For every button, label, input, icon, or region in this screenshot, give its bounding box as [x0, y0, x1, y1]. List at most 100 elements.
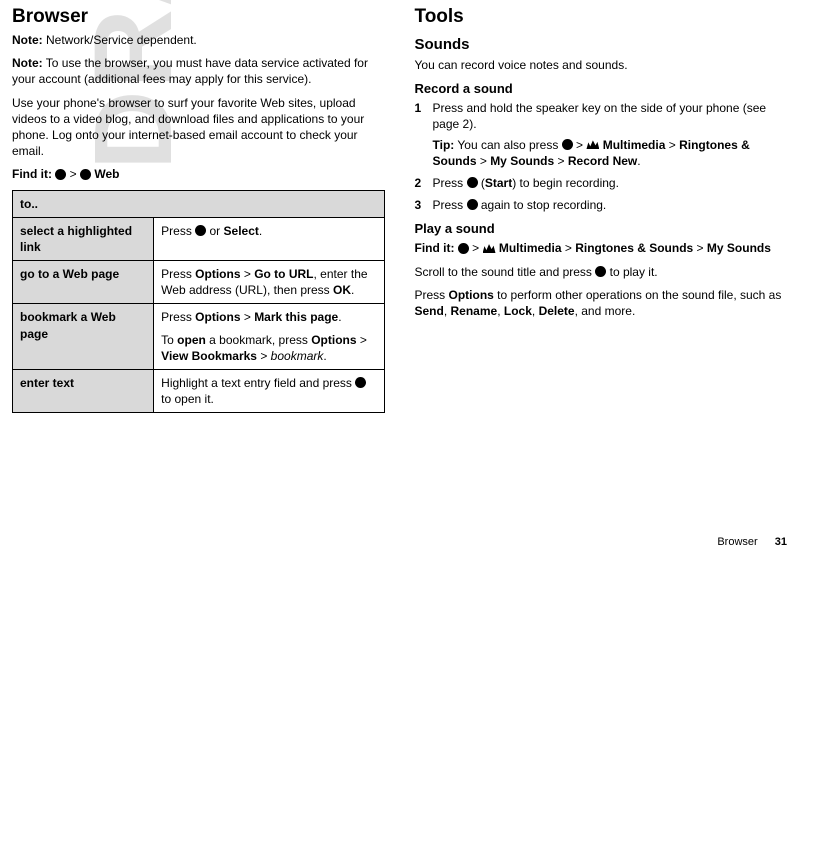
- step-num: 2: [415, 175, 433, 191]
- right-column: Tools Sounds You can record voice notes …: [415, 6, 788, 413]
- r3p1-sep: >: [241, 310, 255, 324]
- multimedia-icon: [483, 243, 496, 253]
- r3p2-post: .: [323, 349, 326, 363]
- tip-sep2: >: [665, 138, 679, 152]
- center-key-icon: [195, 225, 206, 236]
- tools-heading: Tools: [415, 6, 788, 28]
- note2-text: To use the browser, you must have data s…: [12, 56, 368, 86]
- table-row: select a highlighted link Press or Selec…: [13, 217, 385, 260]
- footer-label: Browser: [717, 536, 757, 548]
- opts-c1: ,: [444, 304, 451, 318]
- r3p2-pre: To: [161, 333, 177, 347]
- opts-b2: Rename: [451, 304, 498, 318]
- opts-b0: Options: [449, 288, 494, 302]
- r3p2-sep2: >: [257, 349, 271, 363]
- center-key-icon: [467, 177, 478, 188]
- findit-sep: >: [66, 167, 80, 181]
- center-key-icon: [467, 199, 478, 210]
- row3-left: bookmark a Web page: [13, 304, 154, 370]
- step-2: 2 Press (Start) to begin recording.: [415, 175, 788, 191]
- r2-b3: OK: [333, 283, 351, 297]
- browser-para: Use your phone's browser to surf your fa…: [12, 95, 385, 160]
- r1-pre: Press: [161, 224, 195, 238]
- opts-mid: to perform other operations on the sound…: [494, 288, 782, 302]
- sounds-intro: You can record voice notes and sounds.: [415, 57, 788, 73]
- row1-right: Press or Select.: [154, 217, 384, 260]
- opts-post: , and more.: [575, 304, 636, 318]
- r1-post: .: [259, 224, 262, 238]
- options-instr: Press Options to perform other operation…: [415, 287, 788, 319]
- tip-sep1: >: [573, 138, 587, 152]
- tip-post: .: [637, 154, 640, 168]
- row3-right: Press Options > Mark this page. To open …: [154, 304, 384, 370]
- s3-post: again to stop recording.: [478, 198, 607, 212]
- opts-c3: ,: [532, 304, 539, 318]
- sounds-heading: Sounds: [415, 36, 788, 53]
- r1-mid: or: [206, 224, 223, 238]
- r3p2-b1: Options: [311, 333, 356, 347]
- findit-web: Web: [91, 167, 119, 181]
- row2-right: Press Options > Go to URL, enter the Web…: [154, 261, 384, 304]
- table-row: enter text Highlight a text entry field …: [13, 370, 385, 413]
- tip-b3: My Sounds: [490, 154, 554, 168]
- note2-label: Note:: [12, 56, 43, 70]
- s2-post: ) to begin recording.: [512, 176, 619, 190]
- find-sep3: >: [693, 241, 707, 255]
- center-key-icon: [595, 266, 606, 277]
- center-key-icon: [55, 169, 66, 180]
- r3p2-mid: a bookmark, press: [206, 333, 311, 347]
- note1-text: Network/Service dependent.: [43, 33, 197, 47]
- find-b3: My Sounds: [707, 241, 771, 255]
- browser-actions-table: to.. select a highlighted link Press or …: [12, 190, 385, 414]
- tip-b4: Record New: [568, 154, 637, 168]
- left-column: Browser Note: Network/Service dependent.…: [12, 6, 385, 413]
- find-it-line: Find it: > Web: [12, 166, 385, 182]
- r3p2-it: bookmark: [271, 349, 324, 363]
- footer-page: 31: [775, 536, 787, 548]
- note-2: Note: To use the browser, you must have …: [12, 55, 385, 87]
- findit-label: Find it:: [12, 167, 55, 181]
- tip-sep4: >: [554, 154, 568, 168]
- r3p1-b1: Options: [195, 310, 240, 324]
- opts-b4: Delete: [539, 304, 575, 318]
- play-findit: Find it: > Multimedia > Ringtones & Soun…: [415, 240, 788, 256]
- step-num: 3: [415, 197, 433, 213]
- r3p1-post: .: [338, 310, 341, 324]
- r4-post: to open it.: [161, 392, 214, 406]
- row4-right: Highlight a text entry field and press t…: [154, 370, 384, 413]
- opts-c2: ,: [497, 304, 504, 318]
- multimedia-icon: [586, 139, 599, 149]
- play-post: to play it.: [606, 265, 657, 279]
- r1-bold: Select: [224, 224, 259, 238]
- row1-left: select a highlighted link: [13, 217, 154, 260]
- tip-label: Tip:: [433, 138, 455, 152]
- r2-pre: Press: [161, 267, 195, 281]
- s3-pre: Press: [433, 198, 467, 212]
- page-footer: Browser 31: [717, 536, 787, 548]
- row2-left: go to a Web page: [13, 261, 154, 304]
- r3p2-b2: View Bookmarks: [161, 349, 257, 363]
- find-b2: Ringtones & Sounds: [575, 241, 693, 255]
- center-key-icon: [355, 377, 366, 388]
- record-steps: 1 Press and hold the speaker key on the …: [415, 100, 788, 213]
- opts-b1: Send: [415, 304, 444, 318]
- play-heading: Play a sound: [415, 221, 788, 236]
- r3p1-b2: Mark this page: [254, 310, 338, 324]
- r2-b1: Options: [195, 267, 240, 281]
- table-header: to..: [13, 190, 385, 217]
- play-pre: Scroll to the sound title and press: [415, 265, 596, 279]
- r3p2-bold: open: [177, 333, 206, 347]
- r3p2-sep: >: [357, 333, 367, 347]
- center-key-icon: [458, 243, 469, 254]
- r2-post: .: [351, 283, 354, 297]
- r3p1-pre: Press: [161, 310, 195, 324]
- note1-label: Note:: [12, 33, 43, 47]
- find-b1: Multimedia: [496, 241, 562, 255]
- find-sep2: >: [562, 241, 576, 255]
- table-row: go to a Web page Press Options > Go to U…: [13, 261, 385, 304]
- step-3: 3 Press again to stop recording.: [415, 197, 788, 213]
- center-key-icon: [562, 139, 573, 150]
- s2-mid: (: [478, 176, 485, 190]
- row4-left: enter text: [13, 370, 154, 413]
- find-sep1: >: [469, 241, 483, 255]
